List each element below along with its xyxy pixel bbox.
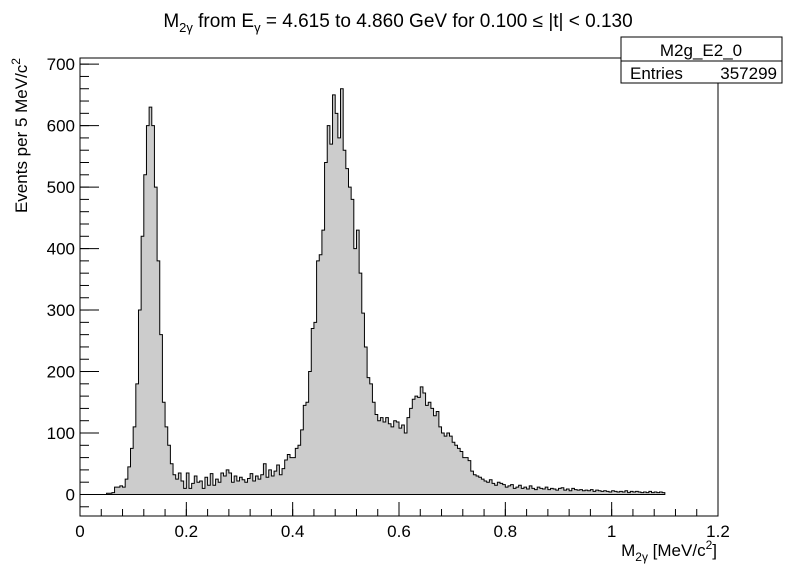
histogram-area	[106, 88, 666, 495]
histogram-bins	[80, 88, 666, 495]
x-axis-label: M2γ [MeV/c2]	[621, 538, 717, 564]
x-tick-label: 1	[607, 522, 616, 541]
x-tick-label: 0.4	[281, 522, 305, 541]
x-tick-label: 0.6	[387, 522, 411, 541]
stats-entries-value: 357299	[720, 64, 777, 83]
y-axis-label: Events per 5 MeV/c2	[9, 58, 31, 213]
stats-entries-label: Entries	[630, 64, 683, 83]
x-tick-label: 0.2	[175, 522, 199, 541]
y-tick-label: 700	[47, 55, 75, 74]
x-tick-label: 0.8	[494, 522, 518, 541]
stats-box-name: M2g_E2_0	[660, 41, 742, 60]
y-tick-label: 300	[47, 301, 75, 320]
y-tick-label: 500	[47, 178, 75, 197]
x-tick-label: 1.2	[706, 522, 730, 541]
stats-box: M2g_E2_0 Entries 357299	[620, 36, 783, 84]
y-tick-label: 600	[47, 117, 75, 136]
chart-title: M2γ from Eγ = 4.615 to 4.860 GeV for 0.1…	[163, 11, 632, 35]
y-tick-label: 200	[47, 363, 75, 382]
y-tick-label: 0	[66, 485, 75, 504]
y-tick-label: 100	[47, 424, 75, 443]
y-tick-label: 400	[47, 240, 75, 259]
stats-box-frame	[620, 36, 783, 84]
axis-ticks: 0 0.2 0.4 0.6 0.8 1 1.2 0 100 200 300 400 500 600 700	[47, 55, 730, 541]
x-tick-label: 0	[75, 522, 84, 541]
